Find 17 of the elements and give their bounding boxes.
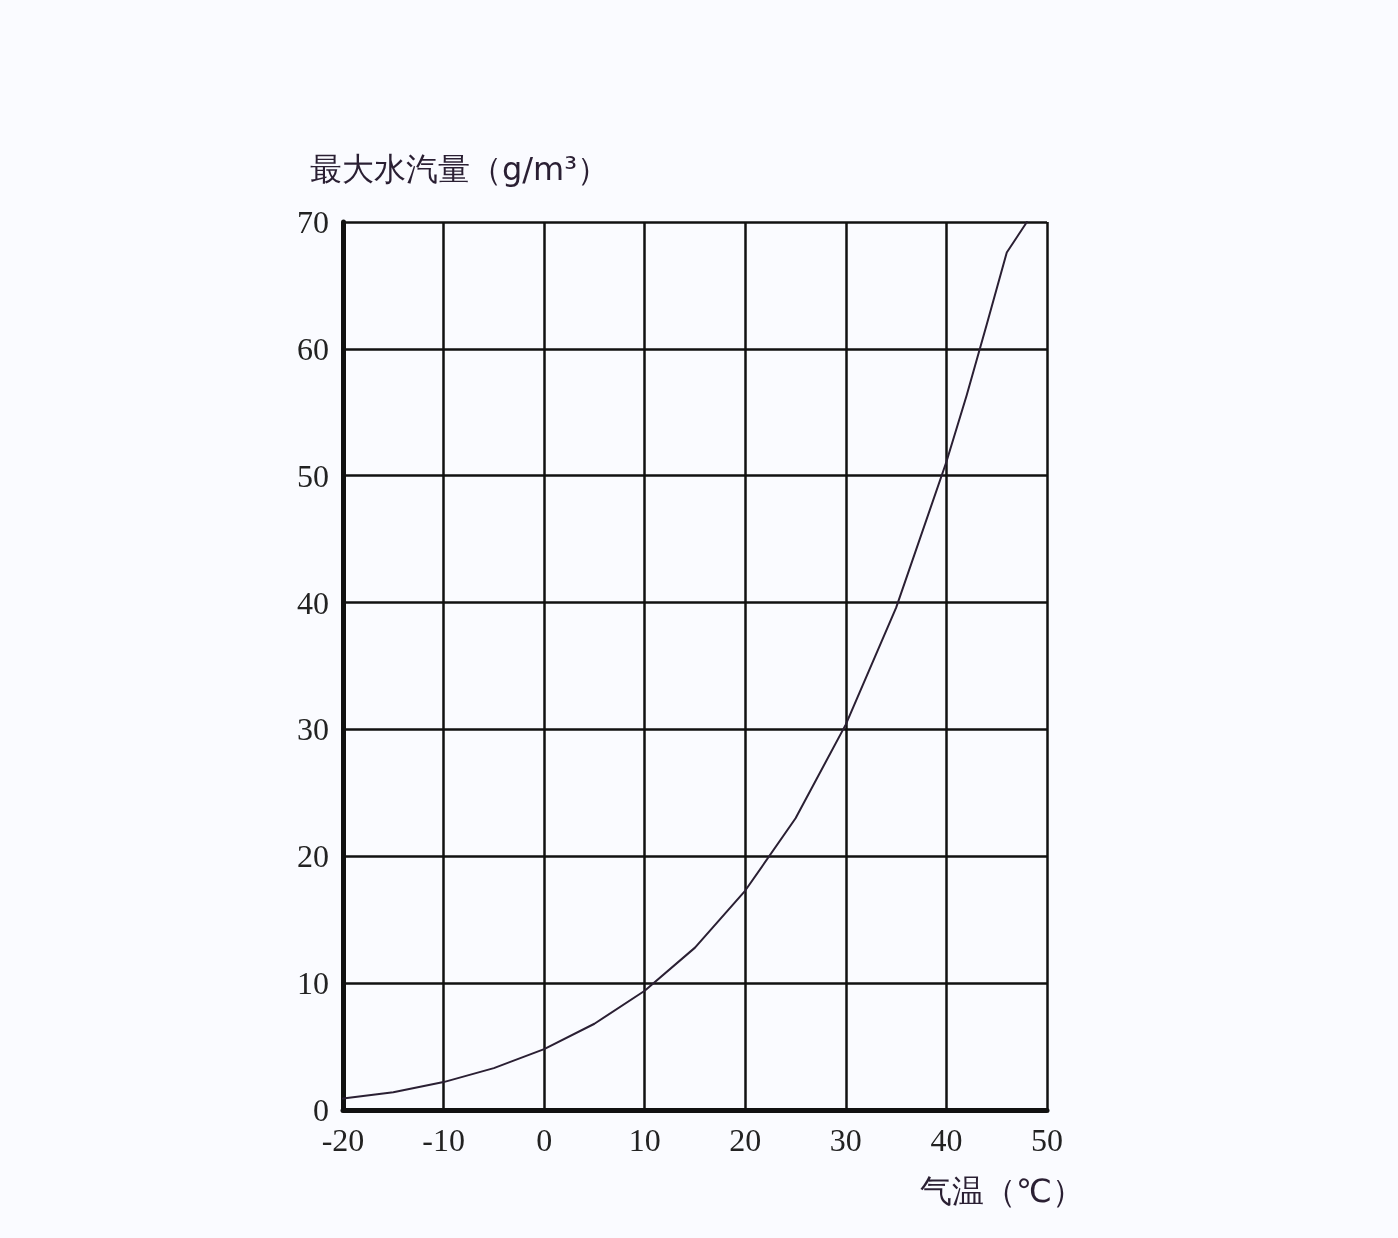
y-tick-label: 30 xyxy=(297,711,329,748)
y-tick-label: 60 xyxy=(297,330,329,367)
y-tick-label: 20 xyxy=(297,838,329,875)
y-tick-label: 10 xyxy=(297,965,329,1002)
x-tick-label: 0 xyxy=(536,1122,553,1158)
x-tick-label: -10 xyxy=(422,1122,465,1158)
y-tick-label: 50 xyxy=(297,457,329,494)
x-tick-label: 10 xyxy=(628,1122,661,1158)
x-tick-label: 30 xyxy=(829,1122,862,1158)
y-tick-label: 40 xyxy=(297,584,329,621)
line-series xyxy=(342,221,1028,1100)
x-tick-label: 40 xyxy=(930,1122,963,1158)
x-tick-label: 50 xyxy=(1031,1122,1063,1158)
y-tick-label: 70 xyxy=(297,204,329,240)
x-axis-title: 气温（℃） xyxy=(920,1172,1084,1210)
y-axis-title: 最大水汽量（g/m³） xyxy=(310,150,610,188)
x-tick-label: 20 xyxy=(729,1122,762,1158)
